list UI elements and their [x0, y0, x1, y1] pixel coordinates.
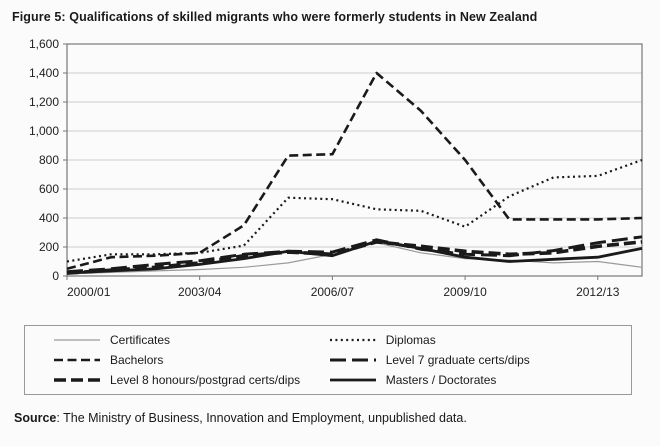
legend-swatch-dashed: [54, 358, 100, 362]
series-line-masters-doctorates: [66, 239, 643, 275]
legend-item: Bachelors: [53, 353, 319, 367]
y-axis-tick-label: 600: [39, 182, 59, 196]
figure-container: Figure 5: Qualifications of skilled migr…: [12, 10, 650, 425]
series-line-bachelors: [66, 71, 643, 271]
x-axis-tick-label: 2000/01: [67, 285, 111, 299]
y-axis-tick-label: 1,200: [29, 95, 59, 109]
legend-item: Level 7 graduate certs/dips: [329, 353, 621, 367]
x-axis-tick-label: 2006/07: [311, 285, 355, 299]
legend-label: Diplomas: [385, 333, 436, 347]
legend-item: Masters / Doctorates: [329, 373, 621, 387]
figure-title: Figure 5: Qualifications of skilled migr…: [12, 10, 538, 24]
source-text: : The Ministry of Business, Innovation a…: [56, 411, 467, 425]
y-axis-tick-label: 1,600: [29, 37, 59, 51]
legend-swatch-solid: [329, 378, 376, 382]
series-line-level-7-graduate-certs-dips: [66, 235, 643, 274]
x-axis-tick-label: 2003/04: [178, 285, 222, 299]
legend-label: Certificates: [110, 333, 171, 347]
y-axis-tick-label: 400: [39, 211, 59, 225]
legend-swatch-thick-dash: [54, 378, 100, 382]
x-axis-tick-label: 2012/13: [576, 285, 620, 299]
legend-label: Bachelors: [110, 353, 164, 367]
legend-item: Certificates: [53, 333, 319, 347]
legend-swatch-long-dash: [329, 358, 376, 362]
legend-swatch-thin-solid: [54, 339, 100, 341]
legend-item: Diplomas: [329, 333, 621, 347]
y-axis-tick-label: 1,000: [29, 124, 59, 138]
y-axis-tick-label: 800: [39, 153, 59, 167]
legend: Certificates Diplomas Bachelors Level 7 gra…: [24, 325, 632, 395]
source-note: Source: The Ministry of Business, Innova…: [14, 411, 650, 425]
y-axis-tick-label: 0: [52, 269, 59, 283]
legend-swatch-dotted: [329, 338, 376, 342]
y-axis-tick-label: 200: [39, 240, 59, 254]
legend-label: Level 7 graduate certs/dips: [385, 353, 530, 367]
y-axis-tick-label: 1,400: [29, 66, 59, 80]
legend-label: Level 8 honours/postgrad certs/dips: [110, 373, 301, 387]
source-label: Source: [14, 411, 57, 425]
chart-area: 0 200 400 600 800 1,000 1,200 1,400 1,600 2000/01…: [12, 34, 650, 311]
line-chart: 0 200 400 600 800 1,000 1,200 1,400 1,600 2000/01…: [29, 37, 643, 299]
x-axis-tick-label: 2009/10: [443, 285, 487, 299]
legend-item: Level 8 honours/postgrad certs/dips: [53, 373, 319, 387]
legend-label: Masters / Doctorates: [385, 373, 497, 387]
